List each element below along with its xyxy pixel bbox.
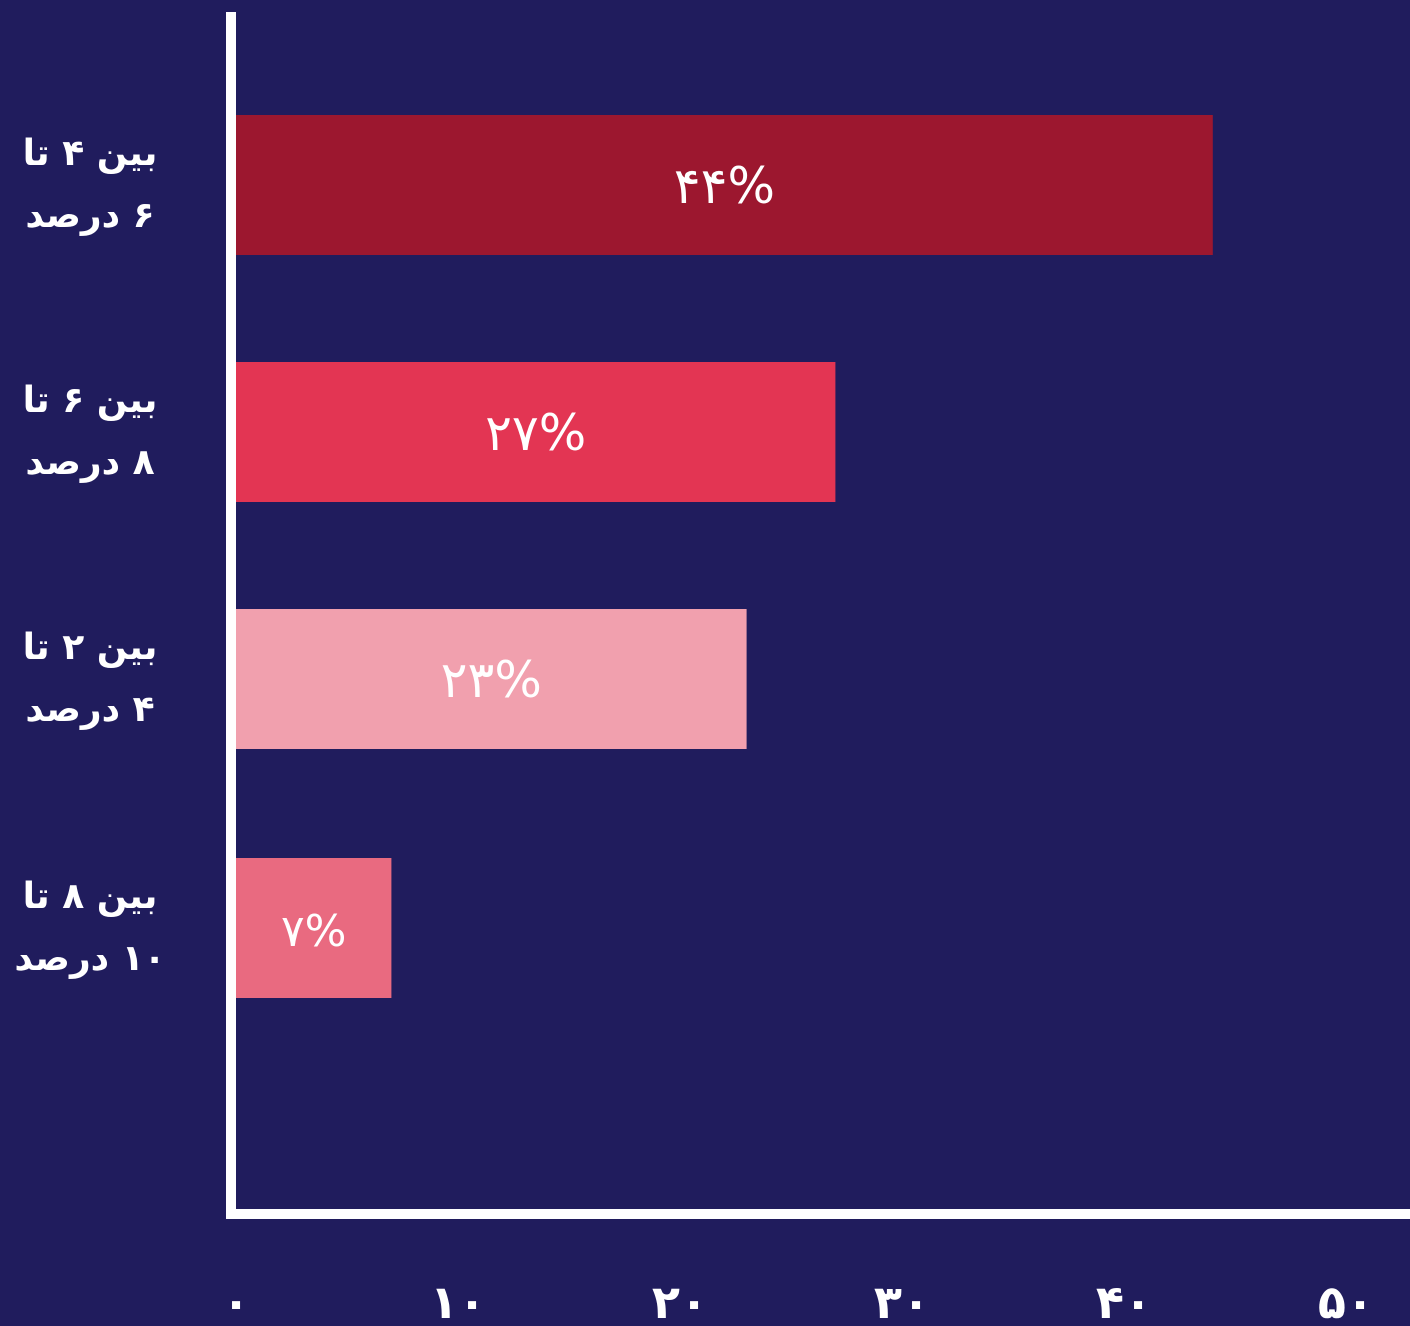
x-tick-label-10: ۱۰ — [430, 1275, 486, 1326]
x-tick-label-40: ۴۰ — [1096, 1275, 1152, 1326]
bar-4 — [236, 858, 392, 998]
category-label-2-line2: ۸ درصد — [25, 442, 154, 483]
category-labels: بین ۴ تا ۶ درصد بین ۶ تا ۸ درصد بین ۲ تا ۴ در… — [14, 133, 165, 979]
category-label-4-line1: بین ۸ تا — [23, 876, 158, 917]
bars-layer: ۴۴% ۲۷% ۲۳% ۷% — [236, 115, 1213, 998]
bar-value-label-3: ۲۳% — [441, 651, 542, 709]
category-label-1-line2: ۶ درصد — [25, 195, 154, 236]
x-tick-label-30: ۳۰ — [874, 1275, 930, 1326]
category-label-3-line2: ۴ درصد — [25, 689, 154, 730]
category-label-4-line2: ۱۰ درصد — [14, 938, 165, 979]
bar-value-label-4: ۷% — [281, 906, 346, 957]
bar-1 — [236, 115, 1213, 255]
bar-value-label-2: ۲۷% — [485, 404, 586, 462]
category-label-1-line1: بین ۴ تا — [23, 133, 158, 174]
bar-value-label-1: ۴۴% — [674, 157, 775, 215]
x-tick-label-50: ۵۰ — [1318, 1275, 1374, 1326]
x-tick-label-20: ۲۰ — [652, 1275, 708, 1326]
x-tick-label-0: ۰ — [222, 1275, 250, 1326]
bar-2 — [236, 362, 836, 502]
category-label-2-line1: بین ۶ تا — [23, 380, 158, 421]
x-tick-labels: ۰ ۱۰ ۲۰ ۳۰ ۴۰ ۵۰ — [222, 1275, 1374, 1326]
category-label-3-line1: بین ۲ تا — [23, 627, 158, 668]
bar-3 — [236, 609, 747, 749]
